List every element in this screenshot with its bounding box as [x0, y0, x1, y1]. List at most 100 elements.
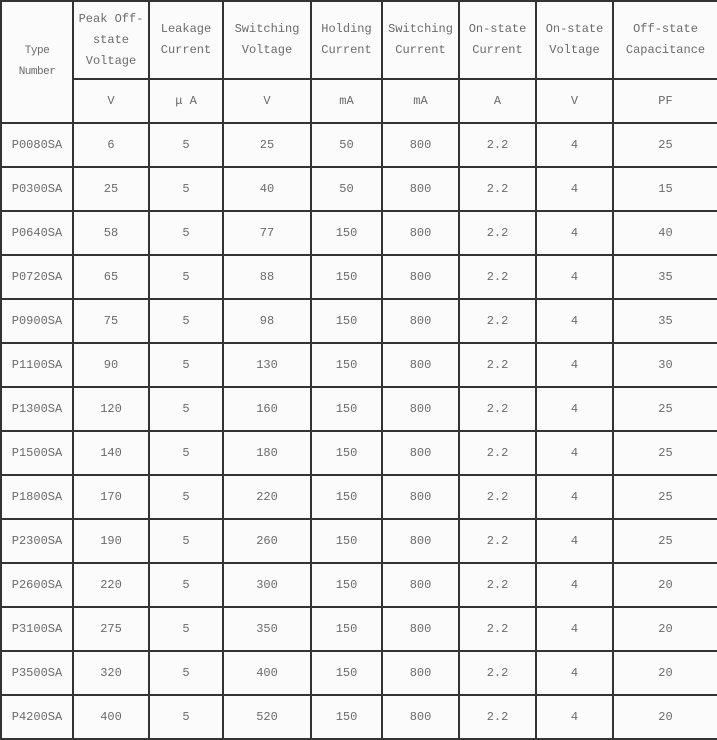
value-cell: 5: [148, 122, 224, 168]
value-cell: 6: [72, 122, 150, 168]
value-cell: 800: [381, 254, 460, 300]
value-cell: 140: [72, 430, 150, 476]
value-cell: 5: [148, 166, 224, 212]
value-cell: 5: [148, 210, 224, 256]
value-cell: 150: [310, 210, 383, 256]
value-cell: 220: [222, 474, 312, 520]
value-cell: 150: [310, 342, 383, 388]
value-cell: 4: [535, 254, 614, 300]
value-cell: 2.2: [458, 430, 537, 476]
value-cell: 50: [310, 122, 383, 168]
value-cell: 800: [381, 122, 460, 168]
value-cell: 4: [535, 298, 614, 344]
value-cell: 4: [535, 122, 614, 168]
value-cell: 40: [612, 210, 717, 256]
value-cell: 190: [72, 518, 150, 564]
type-number-cell: P0640SA: [0, 210, 74, 256]
value-cell: 35: [612, 254, 717, 300]
value-cell: 5: [148, 254, 224, 300]
column-header-off-state-capacitance: Off-state Capacitance: [612, 0, 717, 80]
value-cell: 4: [535, 386, 614, 432]
value-cell: 800: [381, 386, 460, 432]
value-cell: 800: [381, 166, 460, 212]
type-number-cell: P3500SA: [0, 650, 74, 696]
value-cell: 150: [310, 474, 383, 520]
type-number-cell: P3100SA: [0, 606, 74, 652]
column-header-leakage-current: Leakage Current: [148, 0, 224, 80]
value-cell: 2.2: [458, 694, 537, 740]
value-cell: 150: [310, 298, 383, 344]
table-row: P0900SA 75 5 98 150 800 2.2 4 35: [0, 298, 717, 344]
value-cell: 130: [222, 342, 312, 388]
type-number-cell: P1800SA: [0, 474, 74, 520]
column-header-on-state-voltage: On-state Voltage: [535, 0, 614, 80]
type-number-cell: P0900SA: [0, 298, 74, 344]
value-cell: 160: [222, 386, 312, 432]
value-cell: 20: [612, 562, 717, 608]
type-number-cell: P0300SA: [0, 166, 74, 212]
value-cell: 150: [310, 694, 383, 740]
value-cell: 800: [381, 474, 460, 520]
unit-switching-current: mA: [381, 78, 460, 124]
table-row: P0640SA 58 5 77 150 800 2.2 4 40: [0, 210, 717, 256]
value-cell: 800: [381, 210, 460, 256]
value-cell: 5: [148, 650, 224, 696]
value-cell: 75: [72, 298, 150, 344]
value-cell: 150: [310, 254, 383, 300]
value-cell: 5: [148, 606, 224, 652]
value-cell: 15: [612, 166, 717, 212]
value-cell: 4: [535, 166, 614, 212]
value-cell: 800: [381, 650, 460, 696]
value-cell: 4: [535, 342, 614, 388]
table-row: P0300SA 25 5 40 50 800 2.2 4 15: [0, 166, 717, 212]
column-header-switching-current: Switching Current: [381, 0, 460, 80]
value-cell: 4: [535, 210, 614, 256]
value-cell: 5: [148, 474, 224, 520]
value-cell: 220: [72, 562, 150, 608]
column-header-peak-off-state-voltage: Peak Off-state Voltage: [72, 0, 150, 80]
unit-switching-voltage: V: [222, 78, 312, 124]
value-cell: 150: [310, 606, 383, 652]
value-cell: 150: [310, 562, 383, 608]
value-cell: 25: [612, 386, 717, 432]
unit-holding-current: mA: [310, 78, 383, 124]
value-cell: 300: [222, 562, 312, 608]
value-cell: 350: [222, 606, 312, 652]
value-cell: 800: [381, 606, 460, 652]
table-row: P1100SA 90 5 130 150 800 2.2 4 30: [0, 342, 717, 388]
value-cell: 5: [148, 562, 224, 608]
table-row: P1500SA 140 5 180 150 800 2.2 4 25: [0, 430, 717, 476]
value-cell: 20: [612, 606, 717, 652]
value-cell: 260: [222, 518, 312, 564]
value-cell: 2.2: [458, 254, 537, 300]
value-cell: 25: [612, 430, 717, 476]
header-names-row: Type Number Peak Off-state Voltage Leaka…: [0, 0, 717, 124]
table-row: P1800SA 170 5 220 150 800 2.2 4 25: [0, 474, 717, 520]
value-cell: 5: [148, 386, 224, 432]
table-row: P0720SA 65 5 88 150 800 2.2 4 35: [0, 254, 717, 300]
unit-leakage-current: μ A: [148, 78, 224, 124]
value-cell: 4: [535, 606, 614, 652]
value-cell: 30: [612, 342, 717, 388]
value-cell: 2.2: [458, 562, 537, 608]
column-header-holding-current: Holding Current: [310, 0, 383, 80]
value-cell: 25: [612, 122, 717, 168]
table-row: P0080SA 6 5 25 50 800 2.2 4 25: [0, 122, 717, 168]
table-row: P1300SA 120 5 160 150 800 2.2 4 25: [0, 386, 717, 432]
value-cell: 2.2: [458, 342, 537, 388]
value-cell: 275: [72, 606, 150, 652]
value-cell: 5: [148, 342, 224, 388]
value-cell: 320: [72, 650, 150, 696]
column-header-switching-voltage: Switching Voltage: [222, 0, 312, 80]
value-cell: 150: [310, 430, 383, 476]
type-number-cell: P1500SA: [0, 430, 74, 476]
value-cell: 4: [535, 562, 614, 608]
value-cell: 400: [72, 694, 150, 740]
value-cell: 2.2: [458, 386, 537, 432]
value-cell: 20: [612, 650, 717, 696]
value-cell: 5: [148, 518, 224, 564]
value-cell: 2.2: [458, 122, 537, 168]
table-row: P2600SA 220 5 300 150 800 2.2 4 20: [0, 562, 717, 608]
value-cell: 35: [612, 298, 717, 344]
